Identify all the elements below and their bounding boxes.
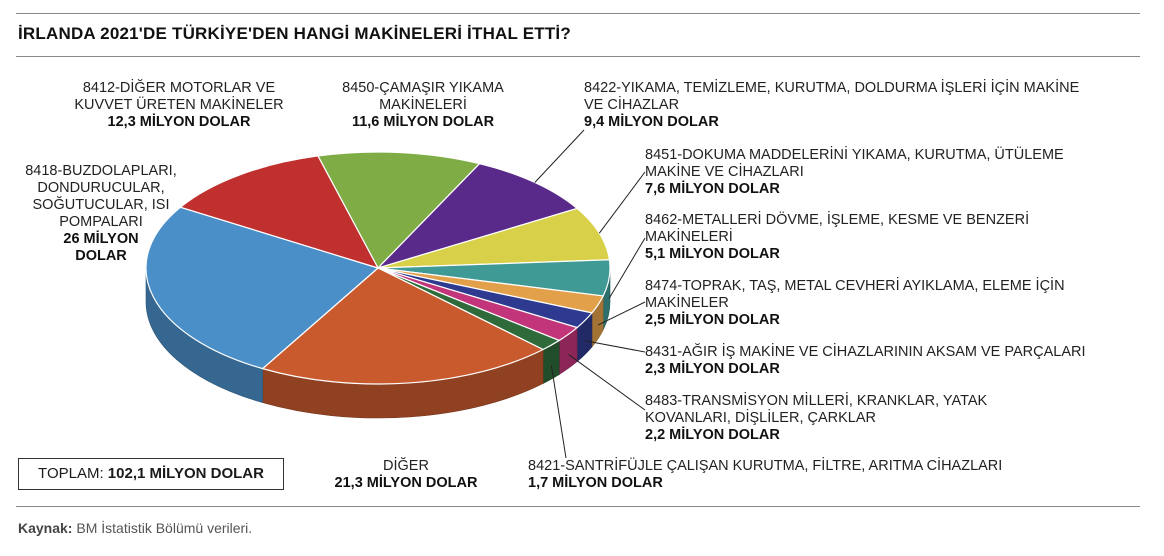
- label-8450-name-1: 8450-ÇAMAŞIR YIKAMA: [342, 80, 504, 96]
- leader-line-8431: [584, 340, 646, 353]
- label-8418-name-1: 8418-BUZDOLAPLARI,: [25, 163, 177, 179]
- leader-line-8462: [608, 237, 646, 299]
- label-8450-value: 11,6 MİLYON DOLAR: [351, 114, 495, 130]
- label-8450: 8450-ÇAMAŞIR YIKAMA MAKİNELERİ 11,6 MİLY…: [318, 80, 528, 131]
- label-8451-name-2: MAKİNE VE CİHAZLARI: [645, 164, 804, 180]
- leader-line-8483: [568, 354, 646, 411]
- label-8422: 8422-YIKAMA, TEMİZLEME, KURUTMA, DOLDURM…: [584, 80, 1144, 131]
- source-label: Kaynak:: [18, 520, 73, 536]
- label-8412: 8412-DİĞER MOTORLAR VE KUVVET ÜRETEN MAK…: [60, 80, 298, 131]
- label-8462-name-1: 8462-METALLERİ DÖVME, İŞLEME, KESME VE B…: [645, 212, 1030, 228]
- label-8462-name-2: MAKİNELERİ: [645, 229, 733, 245]
- label-8418-name-3: SOĞUTUCULAR, ISI: [32, 197, 170, 213]
- total-box: TOPLAM: 102,1 MİLYON DOLAR: [18, 458, 284, 490]
- total-value: 102,1 MİLYON DOLAR: [107, 465, 264, 482]
- label-8483-name-2: KOVANLARI, DİŞLİLER, ÇARKLAR: [645, 410, 877, 426]
- bottom-rule: [16, 506, 1140, 507]
- label-8418-value-2: DOLAR: [75, 248, 127, 264]
- label-8422-value: 9,4 MİLYON DOLAR: [584, 114, 719, 130]
- label-8451-value: 7,6 MİLYON DOLAR: [645, 181, 780, 197]
- label-8431-name-1: 8431-AĞIR İŞ MAKİNE VE CİHAZLARININ AKSA…: [645, 344, 1086, 360]
- label-8450-name-2: MAKİNELERİ: [379, 97, 467, 113]
- label-diger-name: DİĞER: [383, 458, 429, 474]
- label-8412-name-2: KUVVET ÜRETEN MAKİNELER: [74, 97, 284, 113]
- label-8412-value: 12,3 MİLYON DOLAR: [107, 114, 251, 130]
- label-8451: 8451-DOKUMA MADDELERİNİ YIKAMA, KURUTMA,…: [645, 147, 1145, 198]
- label-8474-name-2: MAKİNELER: [645, 295, 729, 311]
- label-8412-name-1: 8412-DİĞER MOTORLAR VE: [82, 80, 276, 96]
- label-8451-name-1: 8451-DOKUMA MADDELERİNİ YIKAMA, KURUTMA,…: [645, 147, 1064, 163]
- pie-slice-di-er: [261, 267, 545, 385]
- chart-title: İRLANDA 2021'DE TÜRKİYE'DEN HANGİ MAKİNE…: [18, 24, 571, 43]
- label-8421: 8421-SANTRİFÜJLE ÇALIŞAN KURUTMA, FİLTRE…: [528, 458, 1138, 492]
- pie-slice-8450: [317, 151, 481, 270]
- pie-slice-8451: [377, 207, 611, 269]
- pie-leaders: [534, 129, 646, 459]
- top-rule: [16, 13, 1140, 14]
- label-8483-name-1: 8483-TRANSMİSYON MİLLERİ, KRANKLAR, YATA…: [645, 393, 988, 409]
- label-8418-value-1: 26 MİLYON: [63, 231, 139, 247]
- total-label: TOPLAM:: [38, 465, 104, 482]
- source-note: Kaynak: BM İstatistik Bölümü verileri.: [18, 520, 252, 536]
- label-8462-value: 5,1 MİLYON DOLAR: [645, 246, 780, 262]
- pie-slice-8418: [145, 206, 380, 370]
- label-8483-value: 2,2 MİLYON DOLAR: [645, 427, 780, 443]
- pie-slice-8412: [179, 155, 380, 270]
- label-8462: 8462-METALLERİ DÖVME, İŞLEME, KESME VE B…: [645, 212, 1145, 263]
- label-8474-name-1: 8474-TOPRAK, TAŞ, METAL CEVHERİ AYIKLAMA…: [645, 278, 1065, 294]
- label-diger: DİĞER 21,3 MİLYON DOLAR: [318, 458, 494, 492]
- label-8422-name-2: VE CİHAZLAR: [584, 97, 680, 113]
- label-8422-name-1: 8422-YIKAMA, TEMİZLEME, KURUTMA, DOLDURM…: [584, 80, 1080, 96]
- label-8418: 8418-BUZDOLAPLARI, DONDURUCULAR, SOĞUTUC…: [14, 163, 188, 265]
- label-8421-name-1: 8421-SANTRİFÜJLE ÇALIŞAN KURUTMA, FİLTRE…: [528, 458, 1003, 474]
- label-8474: 8474-TOPRAK, TAŞ, METAL CEVHERİ AYIKLAMA…: [645, 278, 1145, 329]
- label-8418-name-2: DONDURUCULAR,: [37, 180, 165, 196]
- leader-line-8422: [534, 129, 585, 183]
- label-8474-value: 2,5 MİLYON DOLAR: [645, 312, 780, 328]
- label-8418-name-4: POMPALARI: [59, 214, 143, 230]
- leader-line-8474: [597, 301, 646, 326]
- label-8431-value: 2,3 MİLYON DOLAR: [645, 361, 780, 377]
- pie-slice-8422: [375, 163, 579, 270]
- label-8483: 8483-TRANSMİSYON MİLLERİ, KRANKLAR, YATA…: [645, 393, 1145, 444]
- label-diger-value: 21,3 MİLYON DOLAR: [334, 475, 478, 491]
- source-text: BM İstatistik Bölümü verileri.: [76, 520, 253, 536]
- label-8431: 8431-AĞIR İŞ MAKİNE VE CİHAZLARININ AKSA…: [645, 344, 1145, 378]
- leader-line-8451: [598, 171, 646, 234]
- leader-line-8421: [550, 365, 567, 459]
- pie-tops: [145, 151, 611, 385]
- title-rule: [16, 56, 1140, 57]
- label-8421-value: 1,7 MİLYON DOLAR: [528, 475, 663, 491]
